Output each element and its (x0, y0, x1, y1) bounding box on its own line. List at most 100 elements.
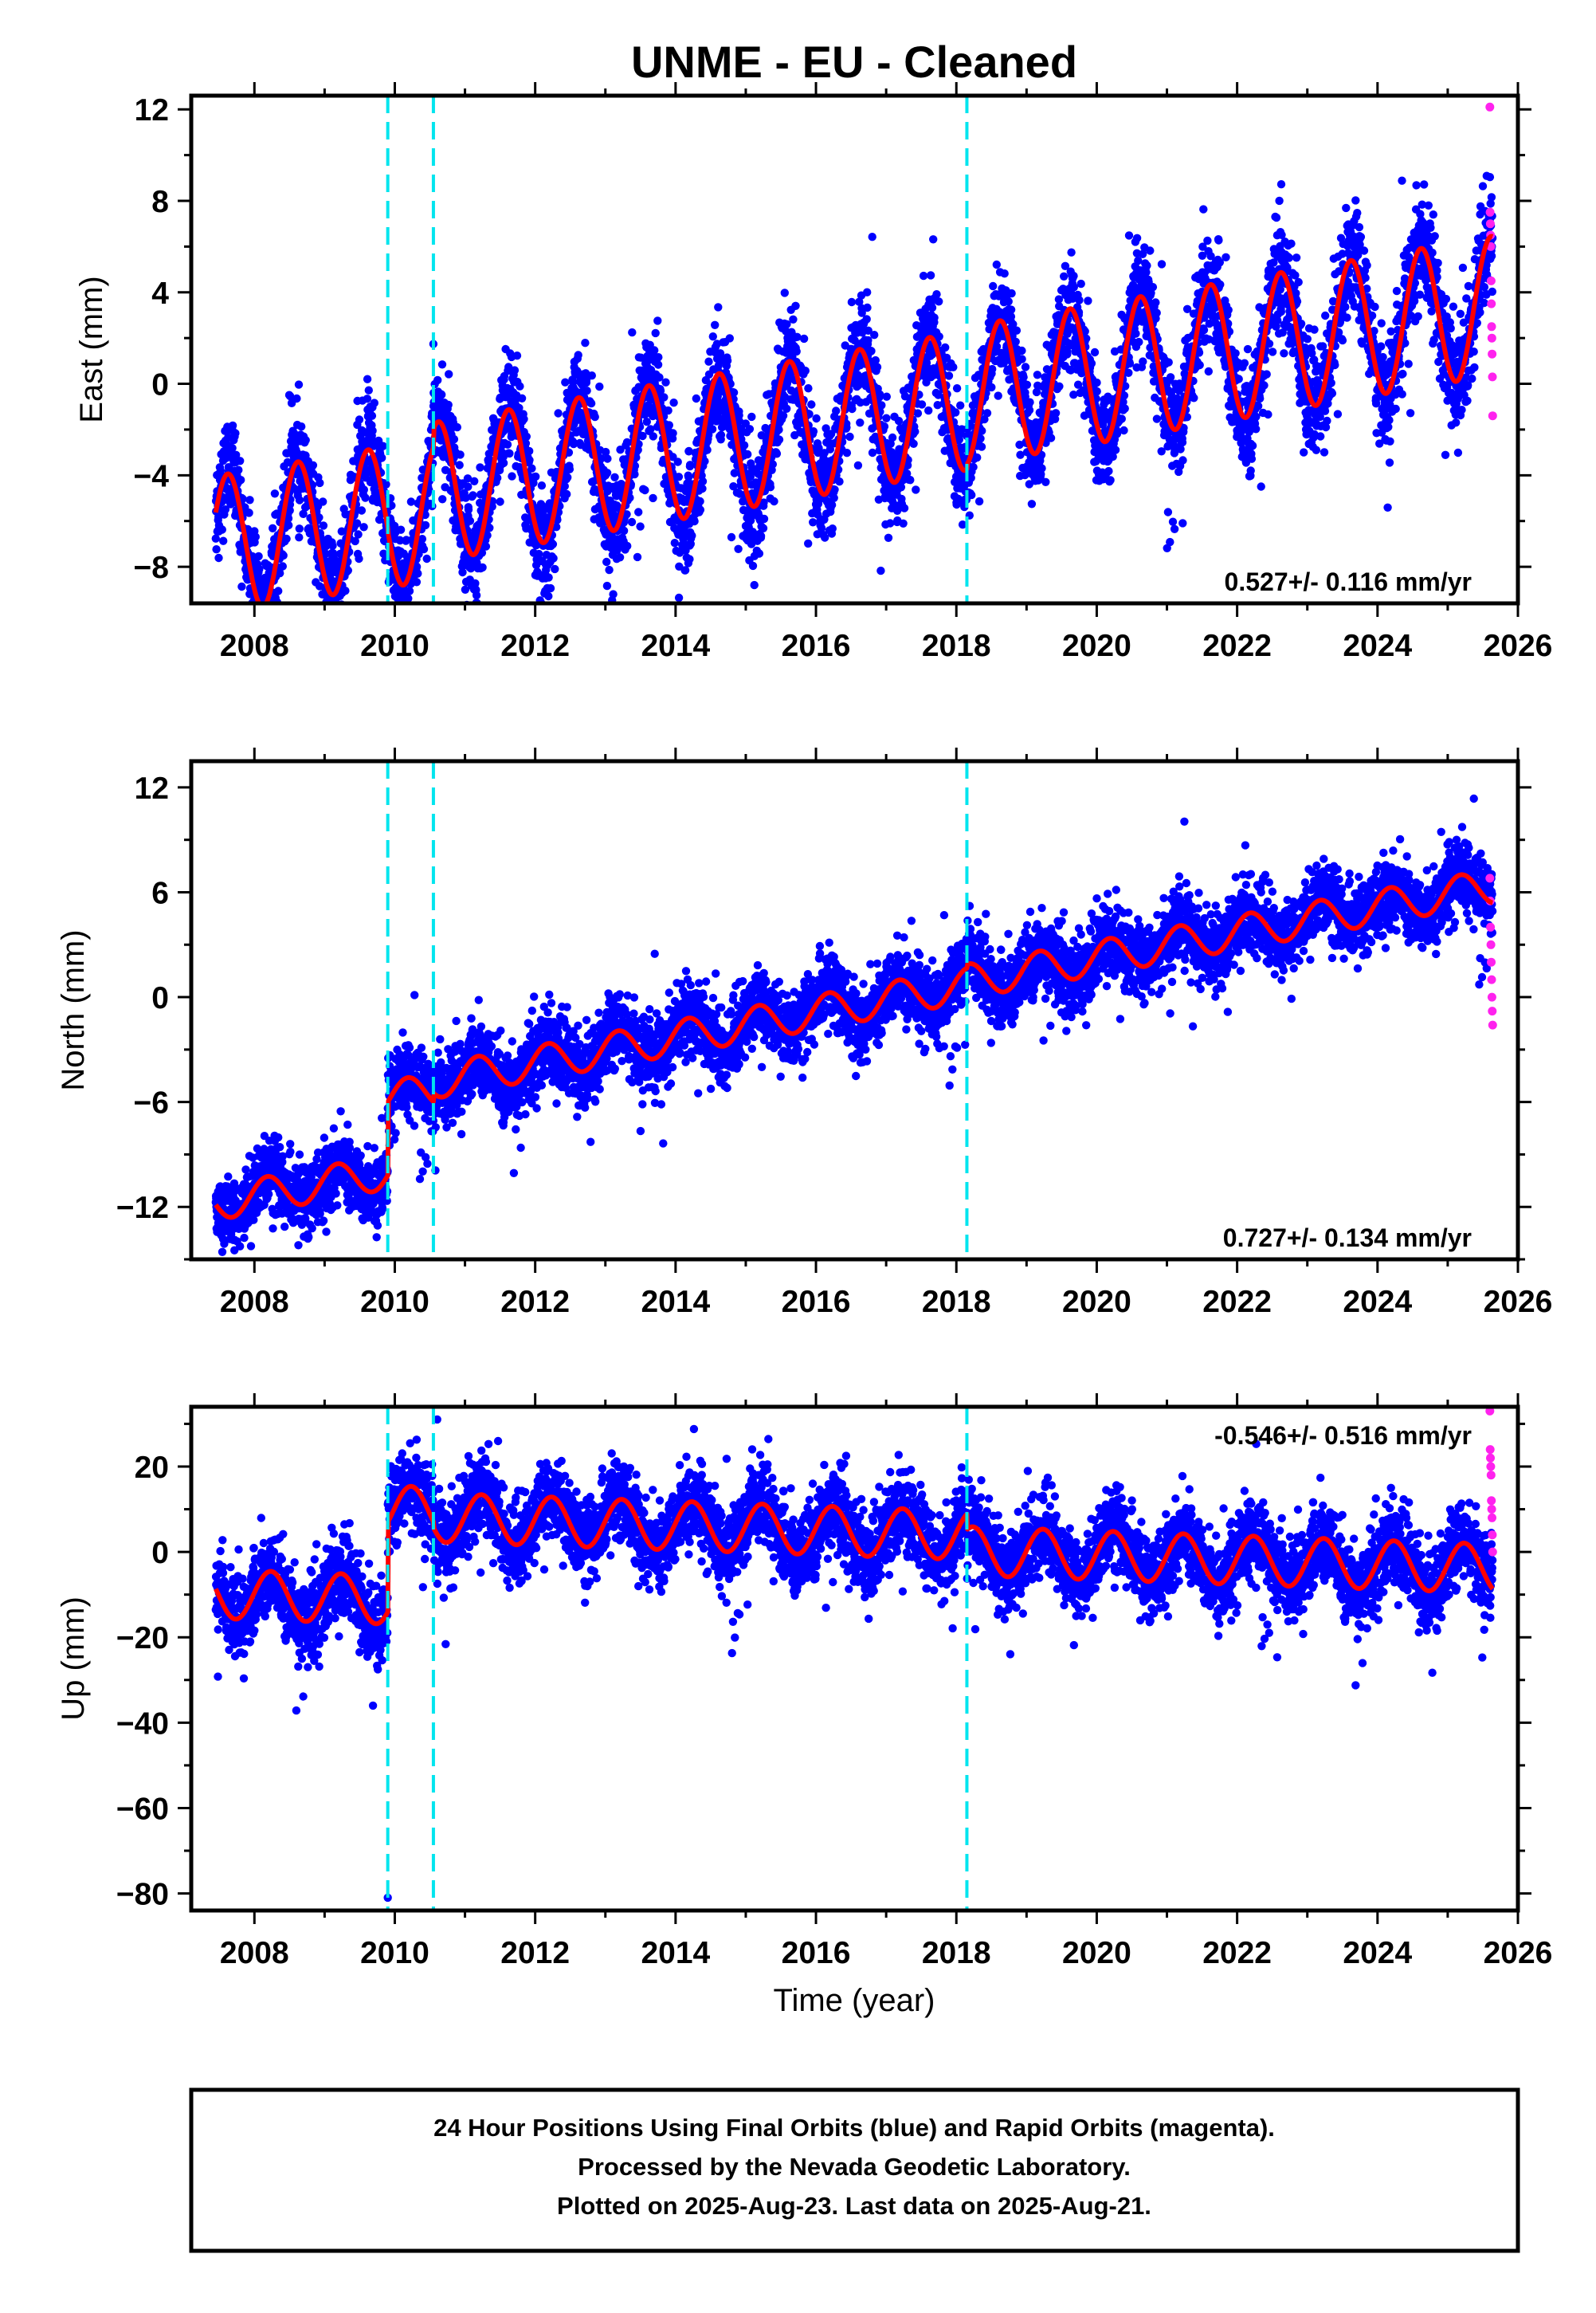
data-point (1025, 406, 1034, 414)
data-point (755, 549, 764, 558)
data-point (688, 531, 696, 540)
data-point (234, 465, 243, 474)
data-point (364, 386, 373, 395)
data-point (421, 520, 430, 530)
data-point (560, 481, 569, 491)
data-point (756, 532, 766, 540)
data-point (1069, 283, 1079, 292)
data-point (570, 438, 578, 447)
data-point (284, 514, 293, 523)
data-point (292, 394, 301, 403)
data-point (603, 454, 612, 463)
data-point (237, 582, 246, 591)
data-point (1190, 394, 1198, 403)
data-point (723, 356, 732, 365)
data-point (359, 485, 368, 494)
data-point (1022, 380, 1032, 389)
data-point (357, 506, 367, 515)
data-point (1164, 358, 1173, 367)
data-point (1125, 359, 1135, 368)
data-point (669, 399, 678, 407)
data-point (888, 433, 897, 442)
data-point (900, 504, 909, 512)
data-point (406, 497, 416, 506)
data-point (804, 384, 813, 393)
data-point (987, 383, 996, 392)
data-point (517, 394, 527, 403)
data-point (390, 521, 399, 530)
data-point (1011, 337, 1020, 346)
data-point (759, 514, 769, 524)
data-point (343, 566, 352, 575)
data-point (359, 523, 368, 532)
data-point (982, 409, 992, 418)
data-point (405, 587, 414, 595)
data-point (862, 315, 871, 324)
data-point (941, 343, 950, 352)
data-point (969, 462, 978, 472)
data-point (470, 477, 479, 485)
data-point (690, 516, 699, 526)
data-point (525, 456, 534, 465)
data-point (396, 525, 406, 534)
data-point (1166, 537, 1174, 547)
data-point (587, 371, 596, 380)
data-point (445, 370, 453, 379)
data-point (673, 457, 682, 466)
data-point (525, 446, 534, 456)
data-point (1018, 346, 1026, 355)
data-point (438, 495, 447, 504)
data-point (1051, 409, 1061, 418)
data-point (1120, 426, 1128, 435)
data-point (544, 573, 553, 582)
data-point (745, 425, 755, 434)
data-point (355, 554, 363, 564)
data-point (988, 364, 997, 374)
data-point (285, 506, 294, 515)
data-point (845, 432, 854, 442)
data-point (295, 496, 304, 505)
data-point (444, 400, 453, 410)
data-point (218, 525, 226, 534)
data-point (1004, 297, 1013, 306)
data-point (832, 406, 841, 415)
data-point (228, 421, 237, 430)
data-point (211, 534, 220, 543)
data-point (602, 581, 612, 591)
data-point (886, 519, 895, 528)
data-point (449, 434, 459, 444)
data-point (630, 469, 639, 479)
data-point (698, 484, 707, 493)
data-point (774, 426, 783, 434)
data-point (748, 561, 758, 571)
data-point (847, 297, 857, 307)
data-point (602, 469, 612, 477)
data-point (747, 412, 756, 422)
data-point (708, 425, 717, 434)
data-point (1037, 464, 1046, 473)
data-point (453, 422, 461, 432)
data-point (437, 391, 446, 399)
data-point (899, 519, 908, 528)
data-point (894, 416, 904, 426)
data-point (602, 447, 610, 457)
data-point (625, 493, 634, 502)
data-point (355, 415, 364, 424)
data-point (774, 435, 784, 444)
data-point (465, 516, 475, 525)
data-point (537, 481, 547, 490)
data-point (1148, 283, 1158, 292)
data-point (1204, 367, 1214, 376)
data-point (294, 380, 304, 389)
data-point (829, 493, 838, 502)
data-point (913, 409, 923, 418)
data-point (231, 429, 240, 438)
data-point (616, 446, 625, 454)
data-point (917, 400, 927, 409)
data-point (1019, 373, 1028, 382)
data-point (1231, 349, 1240, 358)
data-point (912, 485, 920, 494)
data-point (1092, 387, 1101, 396)
data-point (680, 566, 690, 575)
